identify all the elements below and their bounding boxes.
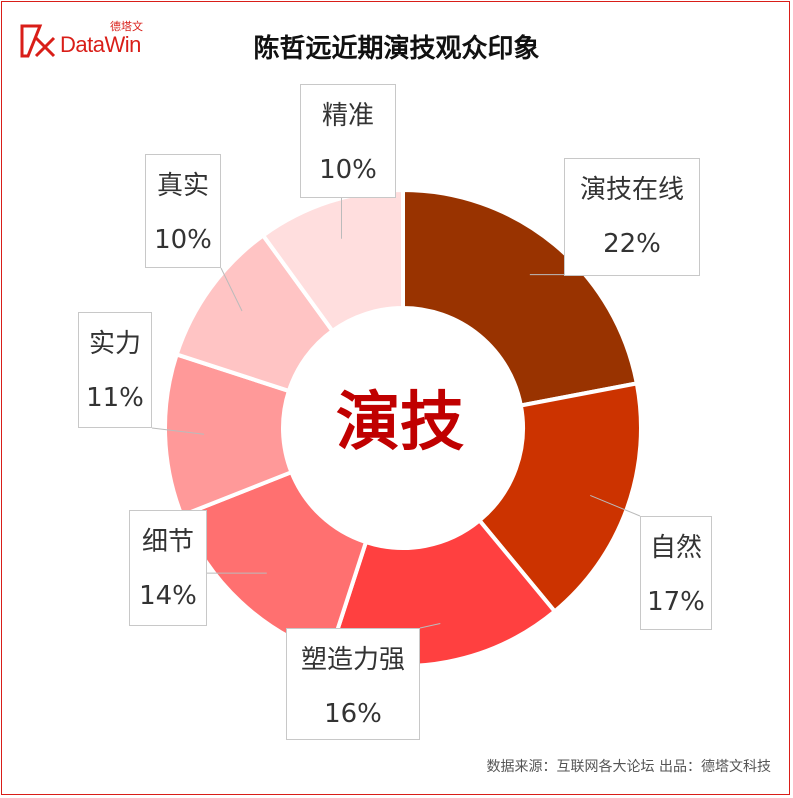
leader-line-2 bbox=[419, 622, 441, 629]
category-label: 精准 bbox=[321, 101, 374, 131]
chart-title: 陈哲远近期演技观众印象 bbox=[253, 34, 540, 64]
category-label: 实力 bbox=[88, 329, 141, 359]
data-label-2: 塑造力强 16% bbox=[286, 628, 420, 740]
data-label-3: 细节 14% bbox=[129, 510, 207, 626]
leader-line-5 bbox=[220, 267, 243, 312]
data-label-0: 演技在线 22% bbox=[564, 158, 700, 276]
percent-label: 14% bbox=[139, 581, 197, 611]
percent-label: 16% bbox=[324, 699, 382, 729]
data-label-4: 实力 11% bbox=[78, 312, 152, 428]
category-label: 细节 bbox=[141, 527, 194, 557]
percent-label: 17% bbox=[647, 587, 705, 617]
data-label-6: 精准 10% bbox=[300, 84, 396, 198]
leader-line-4 bbox=[151, 427, 205, 435]
category-label: 真实 bbox=[156, 171, 209, 201]
datawin-logo-icon bbox=[20, 24, 56, 58]
source-note: 数据来源：互联网各大论坛 出品：德塔文科技 bbox=[486, 759, 771, 775]
logo-cn-text: 德塔文 bbox=[110, 20, 143, 33]
donut-slice-1 bbox=[476, 381, 643, 615]
category-label: 演技在线 bbox=[579, 175, 684, 205]
data-label-5: 真实 10% bbox=[145, 154, 221, 268]
leader-line-1 bbox=[590, 494, 641, 517]
category-label: 塑造力强 bbox=[300, 645, 405, 675]
datawin-logo: 德塔文 DataWin bbox=[18, 18, 148, 62]
donut-slice-6 bbox=[260, 187, 405, 334]
percent-label: 11% bbox=[86, 383, 144, 413]
logo-en-text: DataWin bbox=[60, 32, 141, 57]
data-label-1: 自然 17% bbox=[640, 516, 712, 630]
category-label: 自然 bbox=[649, 533, 702, 563]
percent-label: 22% bbox=[603, 229, 661, 259]
donut-slice-0 bbox=[401, 187, 640, 408]
percent-label: 10% bbox=[154, 225, 212, 255]
percent-label: 10% bbox=[319, 155, 377, 185]
center-label: 演技 bbox=[336, 386, 464, 460]
